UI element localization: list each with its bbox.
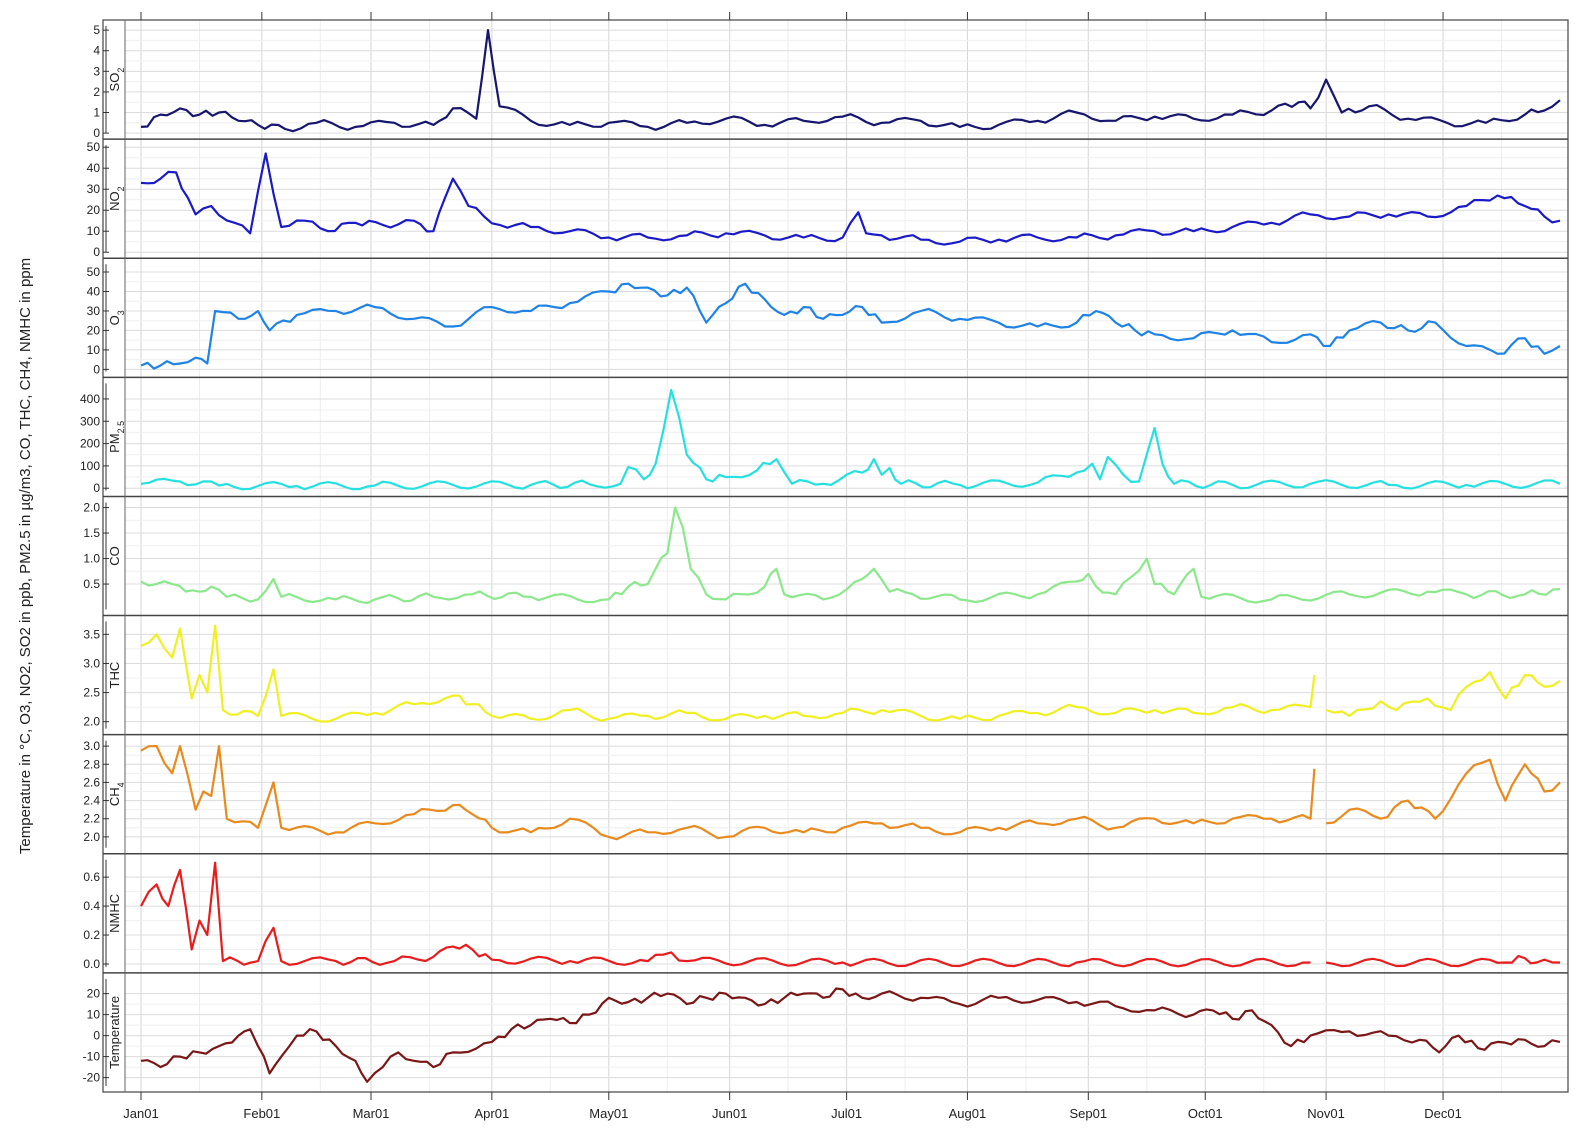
pm2-5-y-tick-label: 0: [93, 481, 100, 495]
co-panel-label: CO: [107, 546, 122, 566]
thc-y-tick-label: 3.0: [83, 656, 100, 670]
thc-panel-label: THC: [107, 662, 122, 689]
nmhc-y-tick-label: 0.4: [83, 899, 100, 913]
series-layer: [140, 29, 1561, 1083]
x-tick-label-aug01: Aug01: [949, 1106, 987, 1121]
o3-series-line: [140, 282, 1561, 370]
so2-y-tick-label: 3: [93, 64, 100, 78]
so2-y-tick-label: 5: [93, 23, 100, 37]
pm2-5-y-tick-label: 200: [80, 437, 100, 451]
co-series-line: [140, 506, 1561, 605]
x-tick-label-feb01: Feb01: [243, 1106, 280, 1121]
pm2-5-series-line: [140, 388, 1561, 491]
thc-series-line-2: [1325, 671, 1561, 717]
x-tick-label-apr01: Apr01: [475, 1106, 510, 1121]
x-tick-label-oct01: Oct01: [1188, 1106, 1223, 1121]
pm2-5-y-tick-label: 400: [80, 392, 100, 406]
no2-y-tick-label: 30: [87, 182, 101, 196]
x-tick-label-jul01: Jul01: [831, 1106, 862, 1121]
grid-layer: [125, 20, 1568, 1092]
ch4-y-tick-label: 2.8: [83, 757, 100, 771]
thc-y-tick-label: 2.5: [83, 686, 100, 700]
so2-y-tick-label: 1: [93, 106, 100, 120]
o3-y-tick-label: 30: [87, 304, 101, 318]
nmhc-y-tick-label: 0.0: [83, 957, 100, 971]
nmhc-panel-label: NMHC: [107, 894, 122, 933]
co-y-tick-label: 1.5: [83, 526, 100, 540]
x-tick-label-sep01: Sep01: [1070, 1106, 1108, 1121]
temperature-y-tick-label: 0: [93, 1029, 100, 1043]
x-tick-label-nov01: Nov01: [1307, 1106, 1345, 1121]
no2-y-tick-label: 40: [87, 161, 101, 175]
co-y-tick-label: 1.0: [83, 552, 100, 566]
thc-y-tick-label: 3.5: [83, 627, 100, 641]
x-tick-label-mar01: Mar01: [353, 1106, 390, 1121]
so2-series-line: [140, 29, 1561, 133]
x-tick-label-jun01: Jun01: [712, 1106, 747, 1121]
nmhc-series-line-2: [1325, 954, 1561, 968]
temperature-panel-label: Temperature: [107, 996, 122, 1069]
x-tick-label-jan01: Jan01: [123, 1106, 158, 1121]
pm2-5-y-tick-label: 300: [80, 414, 100, 428]
co-y-tick-label: 2.0: [83, 501, 100, 515]
no2-series-line: [140, 152, 1561, 246]
global-y-axis-label: Temperature in °C, O3, NO2, SO2 in ppb, …: [17, 258, 34, 854]
ch4-series-line-1: [140, 745, 1316, 841]
no2-y-tick-label: 20: [87, 203, 101, 217]
co-y-tick-label: 0.5: [83, 577, 100, 591]
chart-frame: [102, 19, 1569, 1093]
no2-y-tick-label: 10: [87, 224, 101, 238]
so2-y-tick-label: 2: [93, 85, 100, 99]
ch4-series-line-2: [1325, 758, 1561, 825]
x-tick-label-dec01: Dec01: [1424, 1106, 1462, 1121]
pm2-5-y-tick-label: 100: [80, 459, 100, 473]
o3-y-tick-label: 40: [87, 284, 101, 298]
ch4-y-tick-label: 3.0: [83, 739, 100, 753]
so2-y-tick-label: 4: [93, 44, 100, 58]
axis-layer: 012345SO201020304050NO201020304050O30100…: [80, 12, 1462, 1121]
o3-y-tick-label: 0: [93, 362, 100, 376]
ch4-y-tick-label: 2.2: [83, 812, 100, 826]
temperature-y-tick-label: -20: [83, 1071, 101, 1085]
temperature-y-tick-label: -10: [83, 1050, 101, 1064]
temperature-y-tick-label: 10: [87, 1008, 101, 1022]
no2-y-tick-label: 0: [93, 245, 100, 259]
o3-y-tick-label: 20: [87, 323, 101, 337]
temperature-y-tick-label: 20: [87, 987, 101, 1001]
x-tick-label-may01: May01: [589, 1106, 628, 1121]
o3-y-tick-label: 10: [87, 343, 101, 357]
nmhc-y-tick-label: 0.6: [83, 870, 100, 884]
no2-y-tick-label: 50: [87, 140, 101, 154]
ch4-y-tick-label: 2.4: [83, 794, 100, 808]
ch4-y-tick-label: 2.0: [83, 830, 100, 844]
nmhc-series-line-1: [140, 861, 1311, 968]
so2-y-tick-label: 0: [93, 126, 100, 140]
ch4-panel-label: CH4: [107, 782, 126, 806]
no2-panel-label: NO2: [107, 186, 126, 211]
thc-series-line-1: [140, 624, 1316, 723]
ch4-y-tick-label: 2.6: [83, 775, 100, 789]
frame-layer: [102, 19, 1569, 1093]
o3-y-tick-label: 50: [87, 265, 101, 279]
so2-panel-label: SO2: [107, 68, 126, 92]
thc-y-tick-label: 2.0: [83, 715, 100, 729]
nmhc-y-tick-label: 0.2: [83, 928, 100, 942]
temperature-series-line: [140, 987, 1561, 1083]
